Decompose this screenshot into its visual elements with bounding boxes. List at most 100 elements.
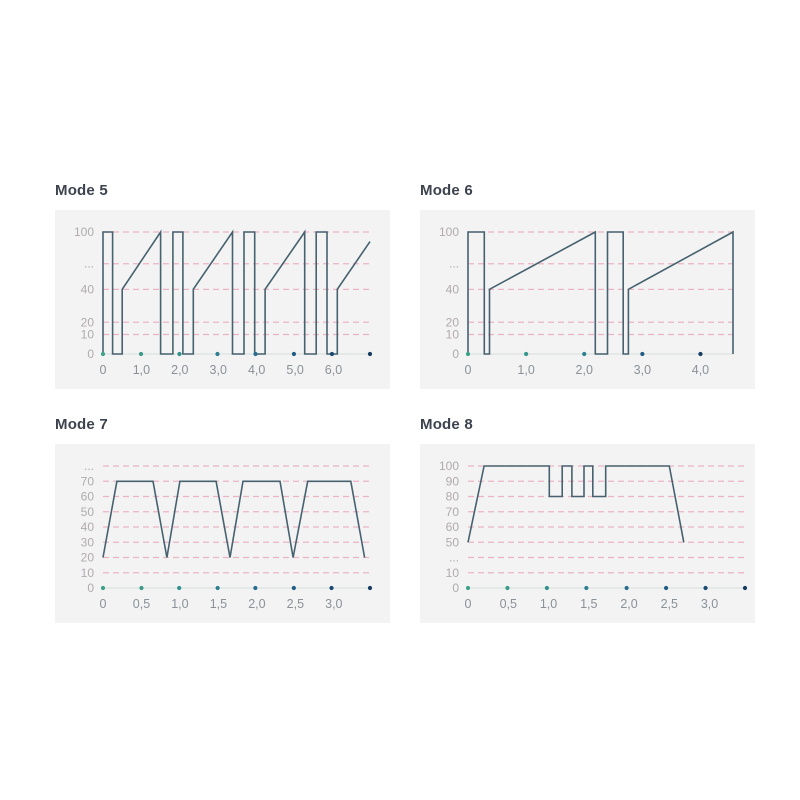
y-tick-label: 100: [439, 225, 459, 239]
x-tick-label: 4,0: [248, 363, 265, 377]
y-tick-label: 20: [81, 551, 95, 565]
baseline-dot: [329, 351, 335, 357]
y-tick-label: 10: [81, 566, 95, 580]
baseline-dot: [544, 585, 550, 591]
mode-8-card: 100 90 80 70 60 50... 10 0 0 0,5 1,0 1,5 2,0 2,5 3,0: [420, 444, 755, 623]
y-tick-label: 60: [446, 520, 460, 534]
baseline-dot: [742, 585, 748, 591]
y-tick-label: 0: [87, 347, 94, 361]
y-tick-label: 100: [439, 459, 459, 473]
baseline-dot: [291, 585, 296, 591]
baseline-dot: [367, 351, 373, 357]
waveform-line: [467, 465, 685, 543]
baseline-dot: [253, 585, 258, 591]
baseline-dot: [100, 351, 106, 357]
waveform-line: [467, 230, 734, 355]
baseline-dot: [215, 351, 220, 357]
x-tick-label: 2,5: [661, 597, 678, 611]
mode-7-panel: Mode 7 ... 70 60 50 40 30 20 10 0 0 0,5 1,0 1,5 2,0 2,…: [55, 415, 390, 623]
x-tick-label: 5,0: [286, 363, 303, 377]
y-tick-label: 0: [87, 581, 94, 595]
y-tick-label: 10: [446, 566, 460, 580]
baseline-dot: [640, 351, 645, 357]
baseline-dot: [505, 585, 510, 591]
y-tick-label: 70: [446, 505, 460, 519]
x-tick-label: 2,5: [287, 597, 304, 611]
mode-7-card: ... 70 60 50 40 30 20 10 0 0 0,5 1,0 1,5 2,0 2,5 3,0: [55, 444, 390, 623]
x-tick-label: 2,0: [248, 597, 265, 611]
x-tick-label: 4,0: [692, 363, 709, 377]
y-tick-label: 50: [446, 535, 460, 549]
x-tick-label: 0: [100, 597, 107, 611]
baseline-dot: [703, 585, 708, 591]
baseline-dot: [139, 585, 144, 591]
y-tick-label: ...: [449, 551, 459, 565]
baseline-dot: [367, 585, 373, 591]
y-tick-label: 30: [81, 535, 95, 549]
y-tick-label: ...: [84, 257, 94, 271]
y-tick-label: 60: [81, 490, 95, 504]
y-tick-label: 0: [452, 581, 459, 595]
baseline-dot: [329, 585, 334, 591]
chart-title-mode-8: Mode 8: [420, 416, 473, 433]
baseline-dot: [624, 585, 629, 591]
x-tick-label: 3,0: [210, 363, 227, 377]
x-tick-label: 1,5: [580, 597, 597, 611]
x-tick-label: 3,0: [325, 597, 342, 611]
baseline-dot: [100, 585, 106, 591]
baseline-dot: [177, 585, 182, 591]
waveform-line: [102, 480, 366, 558]
y-tick-label: ...: [84, 459, 94, 473]
x-tick-label: 1,0: [517, 363, 534, 377]
x-tick-label: 3,0: [701, 597, 718, 611]
y-tick-label: 40: [81, 520, 95, 534]
baseline-dot: [465, 351, 471, 357]
x-tick-label: 1,0: [133, 363, 150, 377]
mode-6-card: 100... 40 20 10 0 0 1,0 2,0 3,0 4,0: [420, 210, 755, 389]
baseline-dot: [584, 585, 589, 591]
baseline-dot: [291, 351, 297, 357]
x-tick-label: 0,5: [500, 597, 517, 611]
baseline-dot: [582, 351, 587, 357]
y-tick-label: 40: [81, 282, 95, 296]
baseline-dot: [253, 351, 258, 357]
mode-5-panel: Mode 5 100... 40 20 10 0 0 1,0 2,0 3,0 4,0 5,0 6,0: [55, 181, 390, 389]
y-tick-label: 40: [446, 282, 460, 296]
x-tick-label: 0: [465, 363, 472, 377]
x-tick-label: 2,0: [171, 363, 188, 377]
baseline-dot: [663, 585, 669, 591]
x-tick-label: 6,0: [325, 363, 342, 377]
mode-8-panel: Mode 8 100 90 80 70 60 50... 10 0 0 0,5 1,0 1,5 2,0 2…: [420, 415, 755, 623]
y-tick-label: 20: [446, 315, 460, 329]
waveform-line: [102, 229, 371, 355]
baseline-dot: [177, 351, 182, 357]
x-tick-label: 2,0: [620, 597, 637, 611]
x-tick-label: 0: [465, 597, 472, 611]
baseline-dot: [138, 351, 144, 357]
baseline-dot: [698, 351, 703, 357]
y-tick-label: 10: [446, 327, 460, 341]
mode-6-panel: Mode 6 100... 40 20 10 0 0 1,0 2,0 3,0 4,0: [420, 181, 755, 389]
x-tick-label: 2,0: [576, 363, 593, 377]
y-tick-label: ...: [449, 257, 459, 271]
charts-grid: Mode 5 100... 40 20 10 0 0 1,0 2,0 3,0 4,0 5,0 6,0 …: [55, 181, 755, 623]
x-tick-label: 1,5: [210, 597, 227, 611]
x-tick-label: 1,0: [540, 597, 557, 611]
y-tick-label: 80: [446, 490, 460, 504]
baseline-dot: [465, 585, 471, 591]
baseline-dot: [215, 585, 220, 591]
x-tick-label: 0,5: [133, 597, 150, 611]
chart-title-mode-7: Mode 7: [55, 416, 108, 433]
y-tick-label: 10: [81, 327, 95, 341]
chart-title-mode-6: Mode 6: [420, 182, 473, 199]
y-tick-label: 70: [81, 474, 95, 488]
y-tick-label: 90: [446, 474, 460, 488]
x-tick-label: 0: [100, 363, 107, 377]
y-tick-label: 0: [452, 347, 459, 361]
y-tick-label: 100: [74, 225, 94, 239]
x-tick-label: 1,0: [171, 597, 188, 611]
